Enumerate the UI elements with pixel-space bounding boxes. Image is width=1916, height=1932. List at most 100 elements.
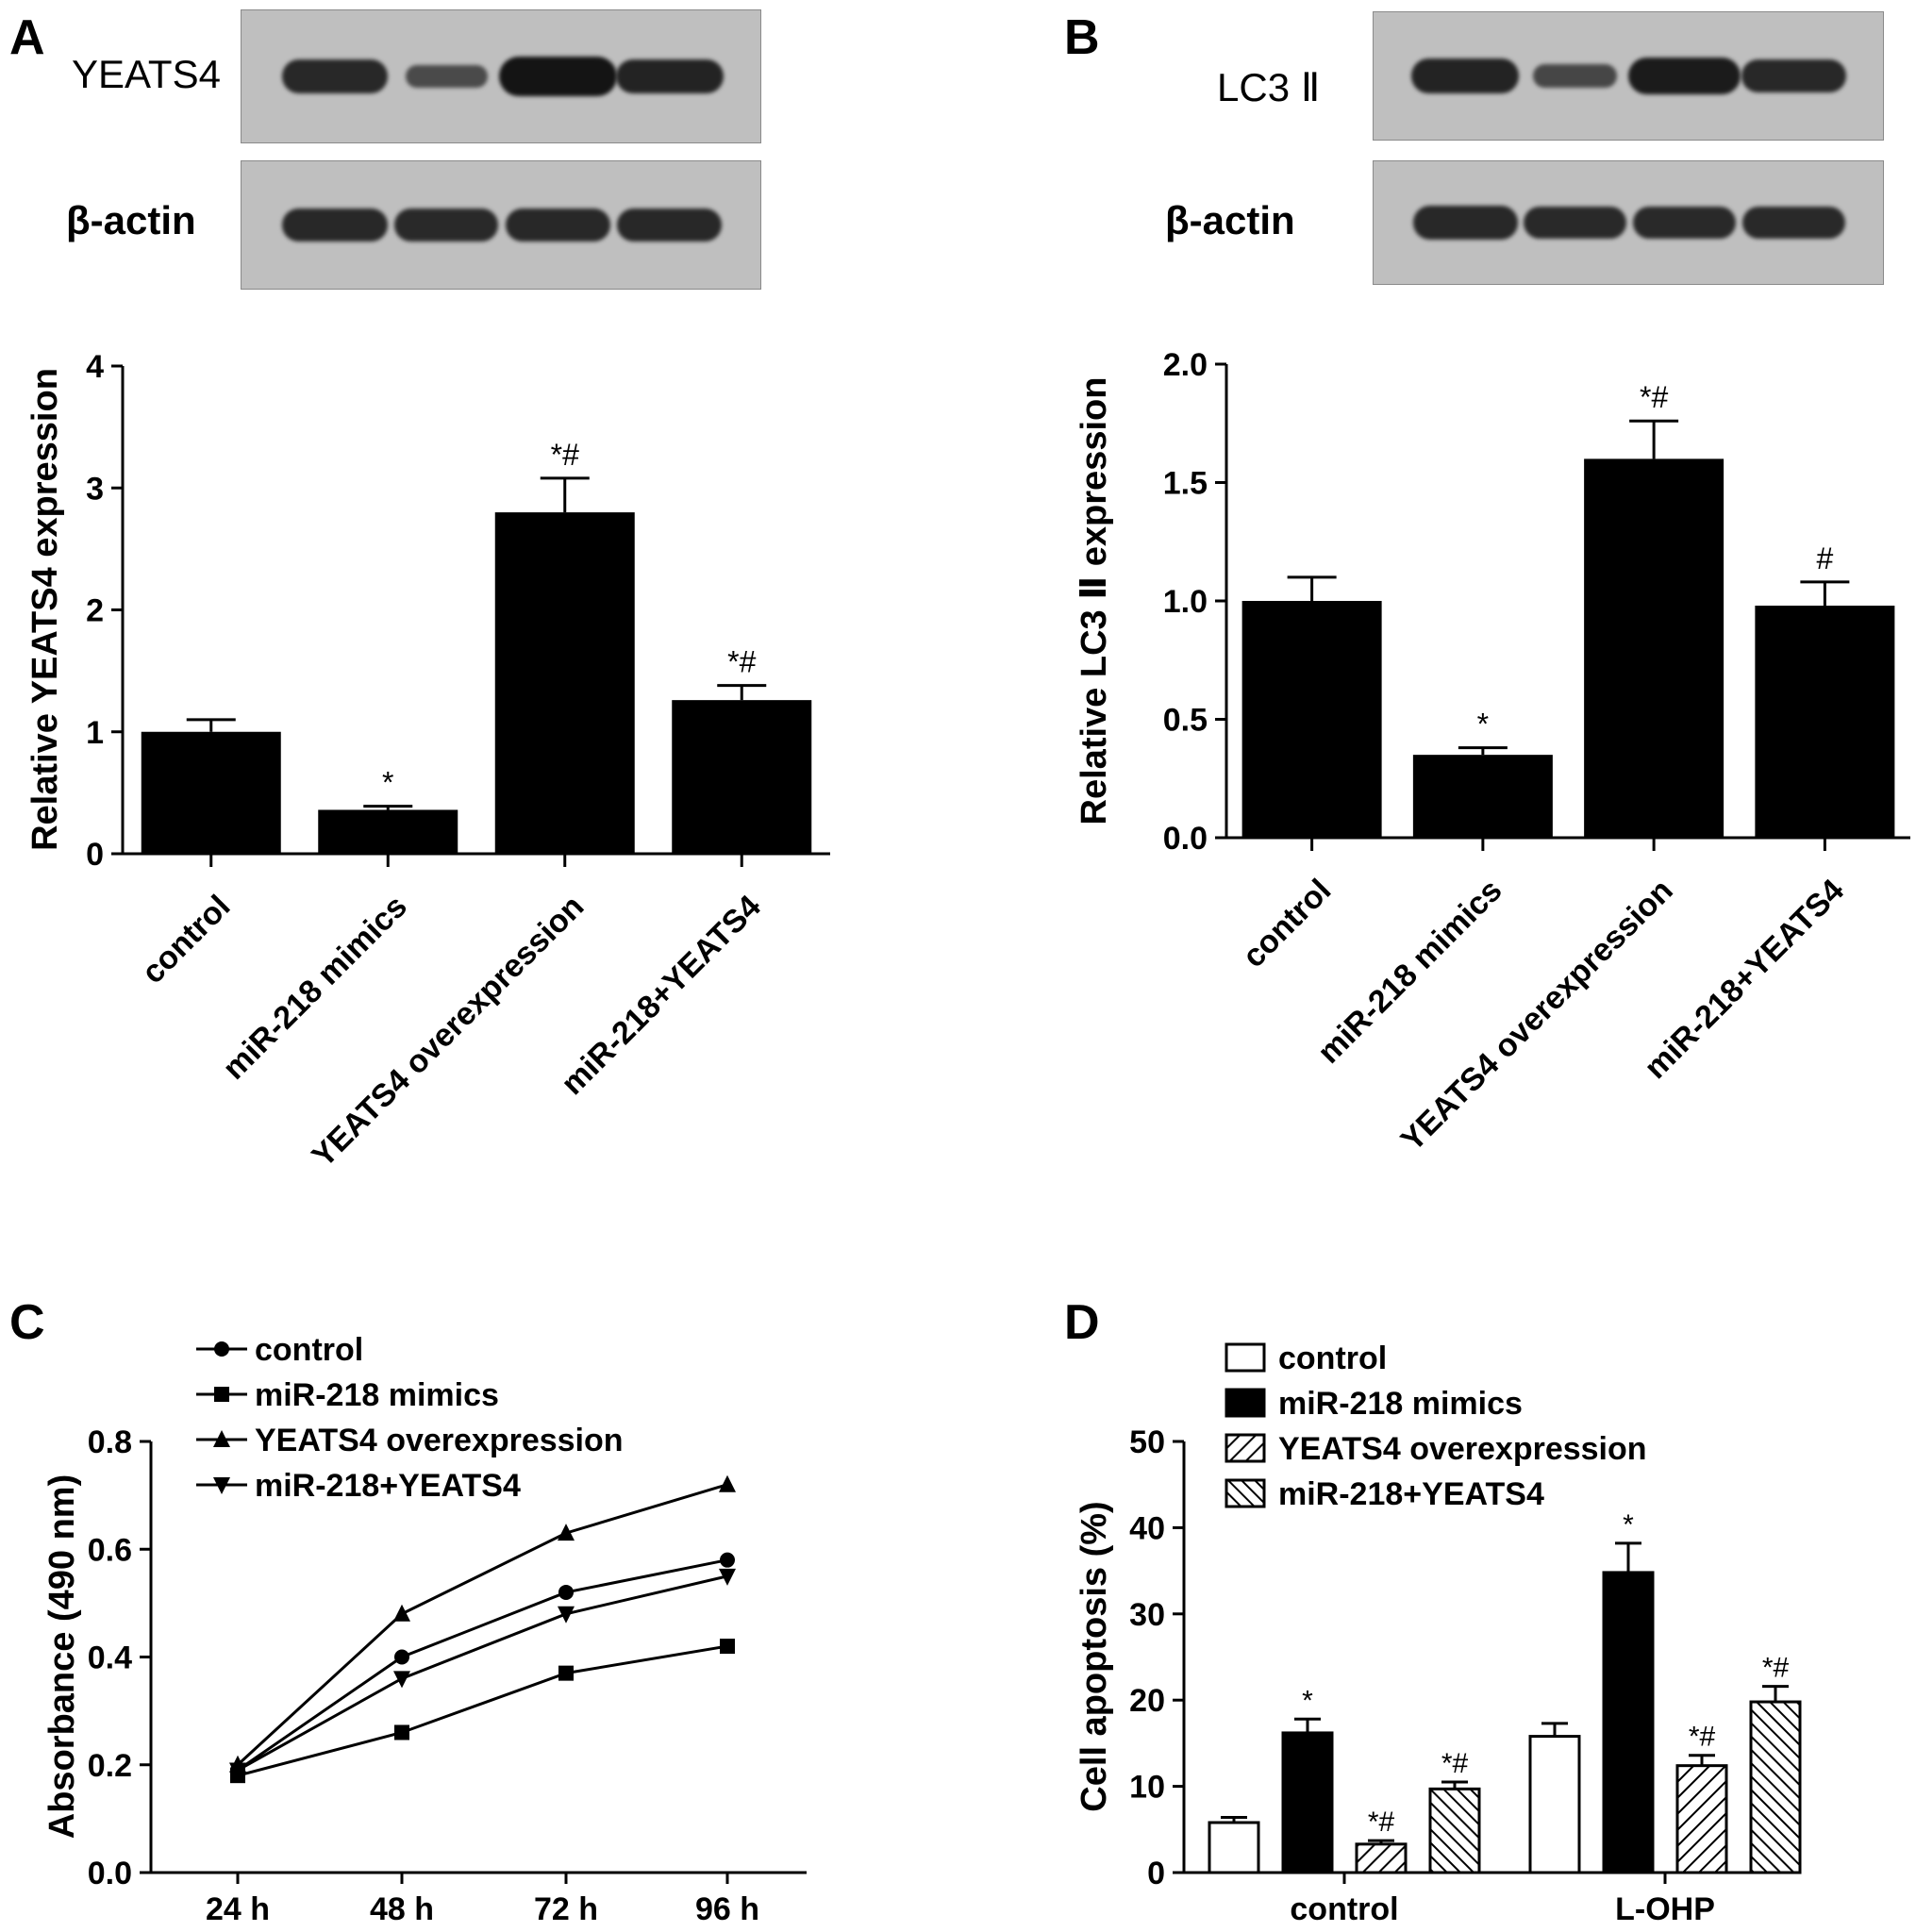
blot-a-label-2: β-actin: [66, 198, 196, 242]
blot-band: [282, 208, 388, 242]
chart-a-x-tick-label: miR-218 mimics: [216, 889, 414, 1087]
chart-c-point: [394, 1724, 409, 1740]
chart-c-series-line: [237, 1574, 728, 1772]
chart-d-bar: [1749, 1700, 1802, 1874]
blot-band: [1523, 206, 1627, 240]
chart-d-y-tick-label: 0: [1147, 1856, 1165, 1891]
chart-c-y-tick-label: 0.4: [88, 1641, 132, 1676]
chart-b-bar: [1755, 606, 1895, 838]
chart-a-bar: [141, 731, 281, 854]
chart-c-y-tick-label: 0.2: [88, 1748, 132, 1784]
blot-b-2: [1373, 160, 1884, 285]
chart-d-bar: [1675, 1764, 1728, 1874]
blot-b-label-1: LC3 Ⅱ: [1217, 65, 1321, 109]
chart-c-legend-label: YEATS4 overexpression: [255, 1423, 624, 1458]
chart-d-significance-label: *: [1302, 1685, 1313, 1716]
chart-c-legend-label: miR-218 mimics: [255, 1377, 499, 1413]
chart-c-x-tick-label: 24 h: [206, 1891, 270, 1927]
chart-c-legend-marker: [213, 1430, 230, 1447]
chart-d-y-tick-label: 40: [1129, 1510, 1165, 1546]
chart-b-significance-label: *#: [1640, 380, 1668, 414]
chart-d-legend-swatch: [1225, 1478, 1266, 1508]
chart-c-point: [558, 1524, 575, 1541]
blot-a-1: [241, 9, 761, 143]
blot-a-2: [241, 160, 761, 290]
chart-d-y-axis-label: Cell apoptosis (%): [1075, 1501, 1114, 1811]
chart-d-bar: [1428, 1787, 1481, 1874]
chart-d-legend-swatch: [1225, 1433, 1266, 1463]
chart-a-bar: [318, 809, 458, 854]
blot-band: [1741, 58, 1847, 93]
chart-a-bar: [672, 700, 812, 854]
chart-d-legend-label: control: [1278, 1341, 1387, 1376]
chart-d-bar: [1355, 1842, 1408, 1874]
blot-b-1: [1373, 11, 1884, 141]
chart-b-significance-label: #: [1816, 541, 1833, 575]
chart-d-y-tick-label: 20: [1129, 1683, 1165, 1719]
chart-c-point: [558, 1584, 574, 1600]
chart-b-significance-label: *: [1477, 708, 1489, 741]
chart-d-legend-label: YEATS4 overexpression: [1278, 1431, 1647, 1467]
chart-c-x-tick-label: 48 h: [370, 1891, 434, 1927]
chart-d-legend-swatch: [1225, 1342, 1266, 1373]
chart-c-legend-label: miR-218+YEATS4: [255, 1468, 521, 1504]
chart-b-x-tick-label: control: [1236, 873, 1338, 974]
chart-b-y-tick-label: 0.0: [1163, 821, 1208, 857]
blot-band: [394, 208, 499, 242]
chart-c-y-tick-label: 0.8: [88, 1424, 132, 1460]
blot-band: [1411, 58, 1520, 93]
chart-c-legend-label: control: [255, 1332, 363, 1368]
chart-c-point: [393, 1671, 410, 1689]
chart-c-y-tick-label: 0.6: [88, 1532, 132, 1568]
chart-d-significance-label: *#: [1762, 1653, 1790, 1684]
chart-a-y-axis-label: Relative YEATS4 expression: [25, 368, 65, 851]
chart-d-legend-label: miR-218+YEATS4: [1278, 1476, 1544, 1512]
chart-d-significance-label: *#: [1441, 1748, 1469, 1779]
chart-c-series-line: [236, 1483, 728, 1766]
chart-b-x-tick-label: miR-218 mimics: [1311, 873, 1509, 1071]
chart-b-y-tick-label: 2.0: [1163, 347, 1208, 383]
chart-d-y-tick-label: 50: [1129, 1424, 1165, 1460]
chart-a-y-tick-label: 4: [86, 349, 104, 385]
chart-d-y-tick-label: 10: [1129, 1770, 1165, 1806]
blot-band: [282, 59, 388, 93]
chart-c-x-tick-label: 72 h: [534, 1891, 598, 1927]
chart-b-bar: [1241, 601, 1382, 838]
chart-a-significance-label: *#: [551, 438, 579, 472]
chart-c-legend-marker: [214, 1387, 229, 1402]
panel-a-letter: A: [9, 10, 45, 65]
blot-band: [1627, 57, 1741, 95]
chart-c-point: [229, 1762, 246, 1780]
chart-b-y-axis-label: Relative LC3 Ⅱ expression: [1075, 377, 1114, 825]
chart-a-significance-label: *: [382, 766, 393, 800]
chart-d-bar: [1281, 1731, 1334, 1874]
chart-a-bar: [494, 512, 635, 854]
blot-band: [1632, 206, 1737, 240]
chart-a-x-tick-label: control: [135, 889, 237, 991]
chart-d-bar: [1602, 1571, 1655, 1874]
blot-band: [406, 65, 488, 88]
panel-d-letter: D: [1064, 1295, 1100, 1350]
blot-b-label-2: β-actin: [1165, 198, 1295, 242]
chart-d-significance-label: *#: [1689, 1722, 1716, 1753]
chart-a-y-tick-label: 3: [86, 471, 104, 507]
chart-c-point: [394, 1649, 409, 1665]
chart-d-legend-label: miR-218 mimics: [1278, 1386, 1523, 1422]
chart-c-y-tick-label: 0.0: [88, 1856, 132, 1891]
chart-b-y-tick-label: 1.5: [1163, 466, 1208, 502]
blot-band: [1741, 206, 1846, 240]
chart-d-x-tick-label: control: [1290, 1891, 1398, 1927]
chart-d-legend-swatch: [1225, 1388, 1266, 1418]
chart-c-point: [393, 1604, 410, 1622]
chart-c-y-axis-label: Absorbance (490 nm): [42, 1474, 82, 1839]
chart-d-bar: [1208, 1821, 1260, 1874]
chart-a-significance-label: *#: [727, 645, 756, 679]
chart-c-series-line: [237, 1558, 728, 1772]
chart-c-legend-marker: [213, 1477, 230, 1494]
chart-d-bar: [1528, 1735, 1581, 1874]
chart-b-bar: [1584, 458, 1724, 838]
chart-b-y-tick-label: 0.5: [1163, 703, 1208, 739]
chart-d-significance-label: *: [1623, 1509, 1634, 1541]
chart-b-x-tick-label: YEATS4 overexpression: [1394, 873, 1680, 1158]
blot-band: [617, 208, 723, 242]
